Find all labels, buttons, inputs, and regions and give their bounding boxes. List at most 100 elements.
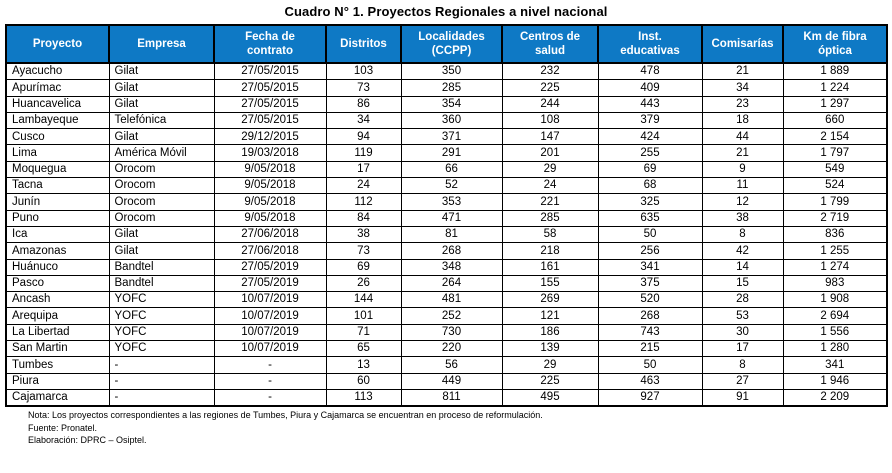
cell: 325 [597,193,703,211]
cell: 256 [597,242,703,260]
cell: 218 [501,242,599,260]
cell: 463 [597,372,703,390]
cell: 56 [400,356,503,374]
cell: 268 [400,242,503,260]
cell: 113 [325,388,402,407]
cell: 9/05/2018 [213,193,327,211]
table-row: Piura - -60 449 225 463 27 1 946 [5,372,888,390]
cell: 730 [400,323,503,342]
cell: 38 [325,225,402,244]
cell: 84 [325,209,402,227]
cell: 1 255 [782,242,888,260]
cell: 9/05/2018 [213,160,327,179]
cell: 478 [597,62,703,81]
cell: 34 [325,111,402,130]
cell: 26 [325,274,402,293]
cell: Ica [5,225,110,244]
cell: 353 [400,193,503,211]
cell: 21 [701,62,784,81]
table-row: Cajamarca - -113 811 495 927 91 2 209 [5,388,888,407]
cell: Amazonas [5,242,110,260]
cell: Huancavelica [5,95,110,113]
cell: 371 [400,128,503,146]
cell: 743 [597,323,703,342]
cell: YOFC [108,307,215,325]
cell: 29 [501,160,599,179]
cell: Orocom [108,209,215,227]
cell: 225 [501,79,599,97]
table-row: Tumbes - -13 56 29 50 8 341 [5,356,888,374]
cell: 86 [325,95,402,113]
cell: Gilat [108,95,215,113]
cell: 147 [501,128,599,146]
cell: 24 [501,177,599,195]
cell: Ayacucho [5,62,110,81]
cell: 73 [325,79,402,97]
cell: 471 [400,209,503,227]
cell: 549 [782,160,888,179]
cell: Orocom [108,193,215,211]
cell: La Libertad [5,323,110,342]
cell: 27/05/2015 [213,111,327,130]
cell: 14 [701,258,784,276]
cell: 17 [701,340,784,358]
note-line: Nota: Los proyectos correspondientes a l… [28,410,543,421]
cell: 811 [400,388,503,407]
cell: 19/03/2018 [213,144,327,162]
cell: 58 [501,225,599,244]
cell: 1 556 [782,323,888,342]
cell: 60 [325,372,402,390]
cell: - [108,372,215,390]
cell: 27/05/2019 [213,274,327,293]
cell: 112 [325,193,402,211]
cell: 255 [597,144,703,162]
table-title: Cuadro N° 1. Proyectos Regionales a nive… [284,4,608,19]
cell: 103 [325,62,402,81]
header-row: Proyecto Empresa Fecha de contrato Distrito… [5,24,888,64]
cell: Cusco [5,128,110,146]
cell: Bandtel [108,258,215,276]
cell: Gilat [108,242,215,260]
cell: 27/05/2015 [213,62,327,81]
cell: 1 274 [782,258,888,276]
column-header: Fecha de contrato [213,24,327,64]
cell: 341 [782,356,888,374]
cell: 8 [701,225,784,244]
cell: Lima [5,144,110,162]
cell: 350 [400,62,503,81]
cell: 101 [325,307,402,325]
cell: 9 [701,160,784,179]
cell: - [213,356,327,374]
cell: 215 [597,340,703,358]
cell: Bandtel [108,274,215,293]
column-header: Empresa [108,24,215,64]
cell: 13 [325,356,402,374]
cell: 1 297 [782,95,888,113]
cell: Tacna [5,177,110,195]
cell: 9/05/2018 [213,209,327,227]
cell: 225 [501,372,599,390]
cell: 50 [597,356,703,374]
table-row: Moquegua Orocom 9/05/2018 17 66 29 69 9 549 [5,160,888,179]
cell: Gilat [108,225,215,244]
cell: 81 [400,225,503,244]
cell: 424 [597,128,703,146]
cell: 27 [701,372,784,390]
cell: Orocom [108,160,215,179]
cell: Junín [5,193,110,211]
cell: 1 799 [782,193,888,211]
cell: 11 [701,177,784,195]
cell: 38 [701,209,784,227]
cell: 28 [701,291,784,309]
cell: 121 [501,307,599,325]
cell: 94 [325,128,402,146]
cell: San Martin [5,340,110,358]
table-row: Pasco Bandtel 27/05/2019 26 264 155 375 15 983 [5,274,888,293]
table-row: Ancash YOFC 10/07/2019 144 481 269 520 28 1 908 [5,291,888,309]
table-row: Huancavelica Gilat 27/05/2015 86 354 244 443 23… [5,95,888,113]
cell: 52 [400,177,503,195]
table-row: La Libertad YOFC 10/07/2019 71 730 186 743 30 1 … [5,323,888,342]
cell: 65 [325,340,402,358]
cell: 285 [501,209,599,227]
table-row: Huánuco Bandtel 27/05/2019 69 348 161 341 14 1 2… [5,258,888,276]
